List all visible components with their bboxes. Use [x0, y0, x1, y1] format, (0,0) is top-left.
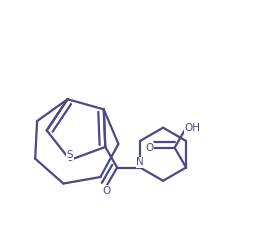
- Text: O: O: [103, 186, 111, 196]
- Text: O: O: [145, 143, 153, 153]
- Text: N: N: [136, 158, 144, 167]
- Text: S: S: [67, 150, 73, 160]
- Text: OH: OH: [184, 123, 200, 133]
